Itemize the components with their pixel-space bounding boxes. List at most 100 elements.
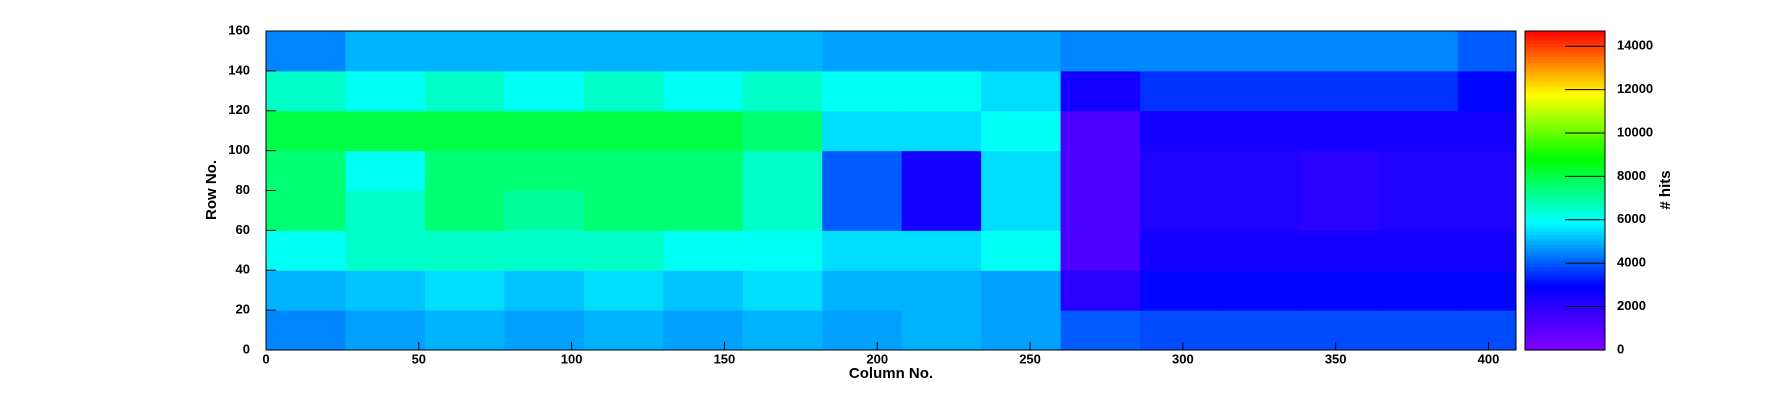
heatmap-cell [424, 150, 505, 191]
colorbar-segment [1525, 254, 1605, 259]
y-tick-label: 120 [228, 102, 250, 117]
heatmap-cell [424, 190, 505, 231]
colorbar-segment [1525, 257, 1605, 262]
colorbar-segment [1525, 286, 1605, 290]
colorbar-segment [1525, 238, 1605, 243]
heatmap-cell [583, 31, 664, 72]
heatmap-cell [504, 70, 585, 112]
heatmap-cell [1219, 190, 1300, 231]
colorbar-segment [1525, 91, 1605, 96]
heatmap-cell [1378, 110, 1459, 152]
heatmap-cell [1378, 70, 1459, 112]
colorbar-segment [1525, 196, 1605, 201]
heatmap-cell [1299, 190, 1379, 231]
heatmap-cell [1457, 110, 1517, 152]
heatmap-cell [1219, 270, 1300, 311]
heatmap-cell [1457, 230, 1517, 271]
heatmap-cell [1140, 150, 1221, 191]
colorbar-segment [1525, 120, 1605, 125]
heatmap-cell [583, 230, 664, 271]
colorbar-segment [1525, 110, 1605, 115]
heatmap-cell [1299, 270, 1379, 311]
colorbar-segment [1525, 241, 1605, 246]
heatmap-cell [583, 310, 664, 351]
heatmap-cell [1299, 310, 1379, 351]
heatmap-cell [504, 110, 585, 152]
colorbar-segment [1525, 158, 1605, 163]
heatmap-cell [345, 150, 426, 191]
x-tick-label: 50 [412, 351, 426, 366]
colorbar-segment [1525, 155, 1605, 160]
colorbar-segment [1525, 283, 1605, 287]
heatmap-cell [345, 190, 426, 231]
heatmap-cell [583, 150, 664, 191]
colorbar-segment [1525, 267, 1605, 271]
heatmap-cell [1060, 230, 1141, 271]
heatmap-cell [504, 270, 585, 311]
colorbar-segment [1525, 222, 1605, 227]
colorbar-segment [1525, 190, 1605, 195]
colorbar-segment [1525, 129, 1605, 134]
heatmap-cell [981, 190, 1062, 231]
heatmap-cell [663, 31, 744, 72]
heatmap-cell [1060, 70, 1141, 112]
heatmap-cell [583, 190, 664, 231]
heatmap-cell [901, 31, 982, 72]
heatmap-cell [742, 270, 823, 311]
heatmap-cell [1060, 150, 1141, 191]
heatmap-cell [1140, 110, 1221, 152]
colorbar-segment [1525, 263, 1605, 268]
heatmap-cell [266, 150, 346, 191]
heatmap-cell [822, 310, 903, 351]
colorbar-segment [1525, 302, 1605, 306]
heatmap-cell [663, 70, 744, 112]
heatmap-cell [663, 230, 744, 271]
heatmap-cell [345, 110, 426, 152]
heatmap-cell [822, 230, 903, 271]
heatmap-cell [504, 31, 585, 72]
colorbar-segment [1525, 314, 1605, 319]
heatmap-cell [266, 310, 346, 351]
colorbar-segment [1525, 216, 1605, 220]
heatmap-cell [901, 270, 982, 311]
colorbar-segment [1525, 295, 1605, 300]
heatmap-cell [822, 110, 903, 152]
heatmap-cell [345, 230, 426, 271]
colorbar-segment [1525, 200, 1605, 204]
colorbar-segment [1525, 235, 1605, 239]
colorbar-segment [1525, 72, 1605, 77]
colorbar-segment [1525, 231, 1605, 236]
heatmap-cell [424, 31, 505, 72]
heatmap-cell [583, 110, 664, 152]
colorbar-segment [1525, 66, 1605, 70]
heatmap-cell [266, 70, 346, 112]
heatmap-cell [742, 150, 823, 191]
colorbar-segment [1525, 203, 1605, 208]
heatmap-cell [901, 70, 982, 112]
y-tick-label: 160 [228, 22, 250, 37]
colorbar-segment [1525, 62, 1605, 67]
colorbar-segment [1525, 104, 1605, 109]
colorbar-segment [1525, 276, 1605, 281]
y-tick-label: 20 [236, 302, 250, 317]
colorbar-segment [1525, 37, 1605, 42]
heatmap-cell [901, 310, 982, 351]
heatmap-cell [901, 110, 982, 152]
heatmap-cell [1378, 190, 1459, 231]
colorbar-segment [1525, 289, 1605, 294]
colorbar-segment [1525, 330, 1605, 335]
colorbar-segment [1525, 212, 1605, 217]
heatmap-cell [583, 70, 664, 112]
heatmap-cell [742, 230, 823, 271]
colorbar-segment [1525, 270, 1605, 275]
heatmap-cell [981, 150, 1062, 191]
colorbar-segment [1525, 171, 1605, 176]
x-tick-label: 100 [561, 351, 583, 366]
y-tick-label: 40 [236, 262, 250, 277]
colorbar-segment [1525, 321, 1605, 326]
heatmap-cell [1299, 110, 1379, 152]
colorbar-segment [1525, 298, 1605, 303]
colorbar-segment [1525, 225, 1605, 230]
heatmap-cell [822, 70, 903, 112]
